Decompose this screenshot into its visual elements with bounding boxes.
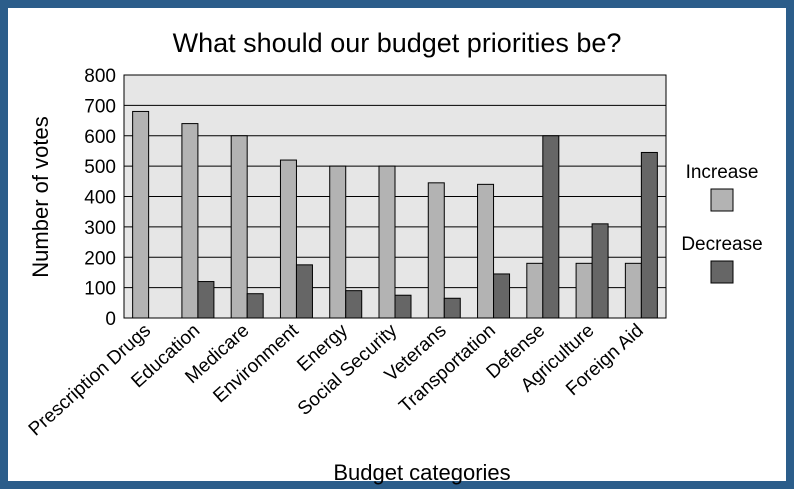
bar-decrease — [493, 273, 511, 319]
legend-label: Increase — [686, 162, 759, 183]
bar-decrease — [394, 294, 412, 319]
legend-label: Decrease — [681, 234, 762, 255]
bar-increase — [624, 262, 642, 319]
y-tick-label: 200 — [84, 248, 116, 269]
bar-decrease — [591, 223, 609, 319]
y-axis-ticks: 0 100 200 300 400 500 600 700 800 — [84, 66, 116, 330]
y-tick-label: 300 — [84, 218, 116, 239]
bar-decrease — [443, 297, 461, 319]
bars — [132, 110, 658, 319]
y-tick-label: 700 — [84, 96, 116, 117]
bar-decrease — [295, 264, 313, 319]
chart-title: What should our budget priorities be? — [173, 28, 622, 58]
bar-increase — [526, 262, 544, 319]
y-tick-label: 100 — [84, 279, 116, 300]
legend-swatch — [710, 188, 734, 212]
bar-decrease — [542, 135, 560, 319]
bar-decrease — [246, 293, 264, 319]
bar-increase — [279, 159, 297, 319]
x-axis-ticks: Prescription DrugsEducationMedicareEnvir… — [25, 320, 648, 441]
bar-increase — [427, 182, 445, 319]
bar-decrease — [640, 151, 658, 319]
y-axis-label: Number of votes — [28, 116, 53, 277]
bar-increase — [477, 183, 495, 319]
x-tick-label: Environment — [209, 320, 303, 407]
bar-increase — [575, 262, 593, 319]
legend: Increase Decrease — [681, 162, 763, 284]
bar-increase — [378, 165, 396, 319]
y-tick-label: 0 — [105, 309, 116, 330]
legend-swatch — [710, 260, 734, 284]
bar-decrease — [345, 290, 363, 319]
bar-increase — [329, 165, 347, 319]
y-tick-label: 800 — [84, 66, 116, 87]
bar-increase — [132, 110, 150, 319]
y-tick-label: 600 — [84, 127, 116, 148]
x-axis-label: Budget categories — [333, 460, 510, 485]
bar-increase — [181, 123, 199, 319]
bar-decrease — [197, 281, 215, 319]
bar-increase — [230, 135, 248, 319]
y-tick-label: 500 — [84, 157, 116, 178]
y-tick-label: 400 — [84, 188, 116, 209]
